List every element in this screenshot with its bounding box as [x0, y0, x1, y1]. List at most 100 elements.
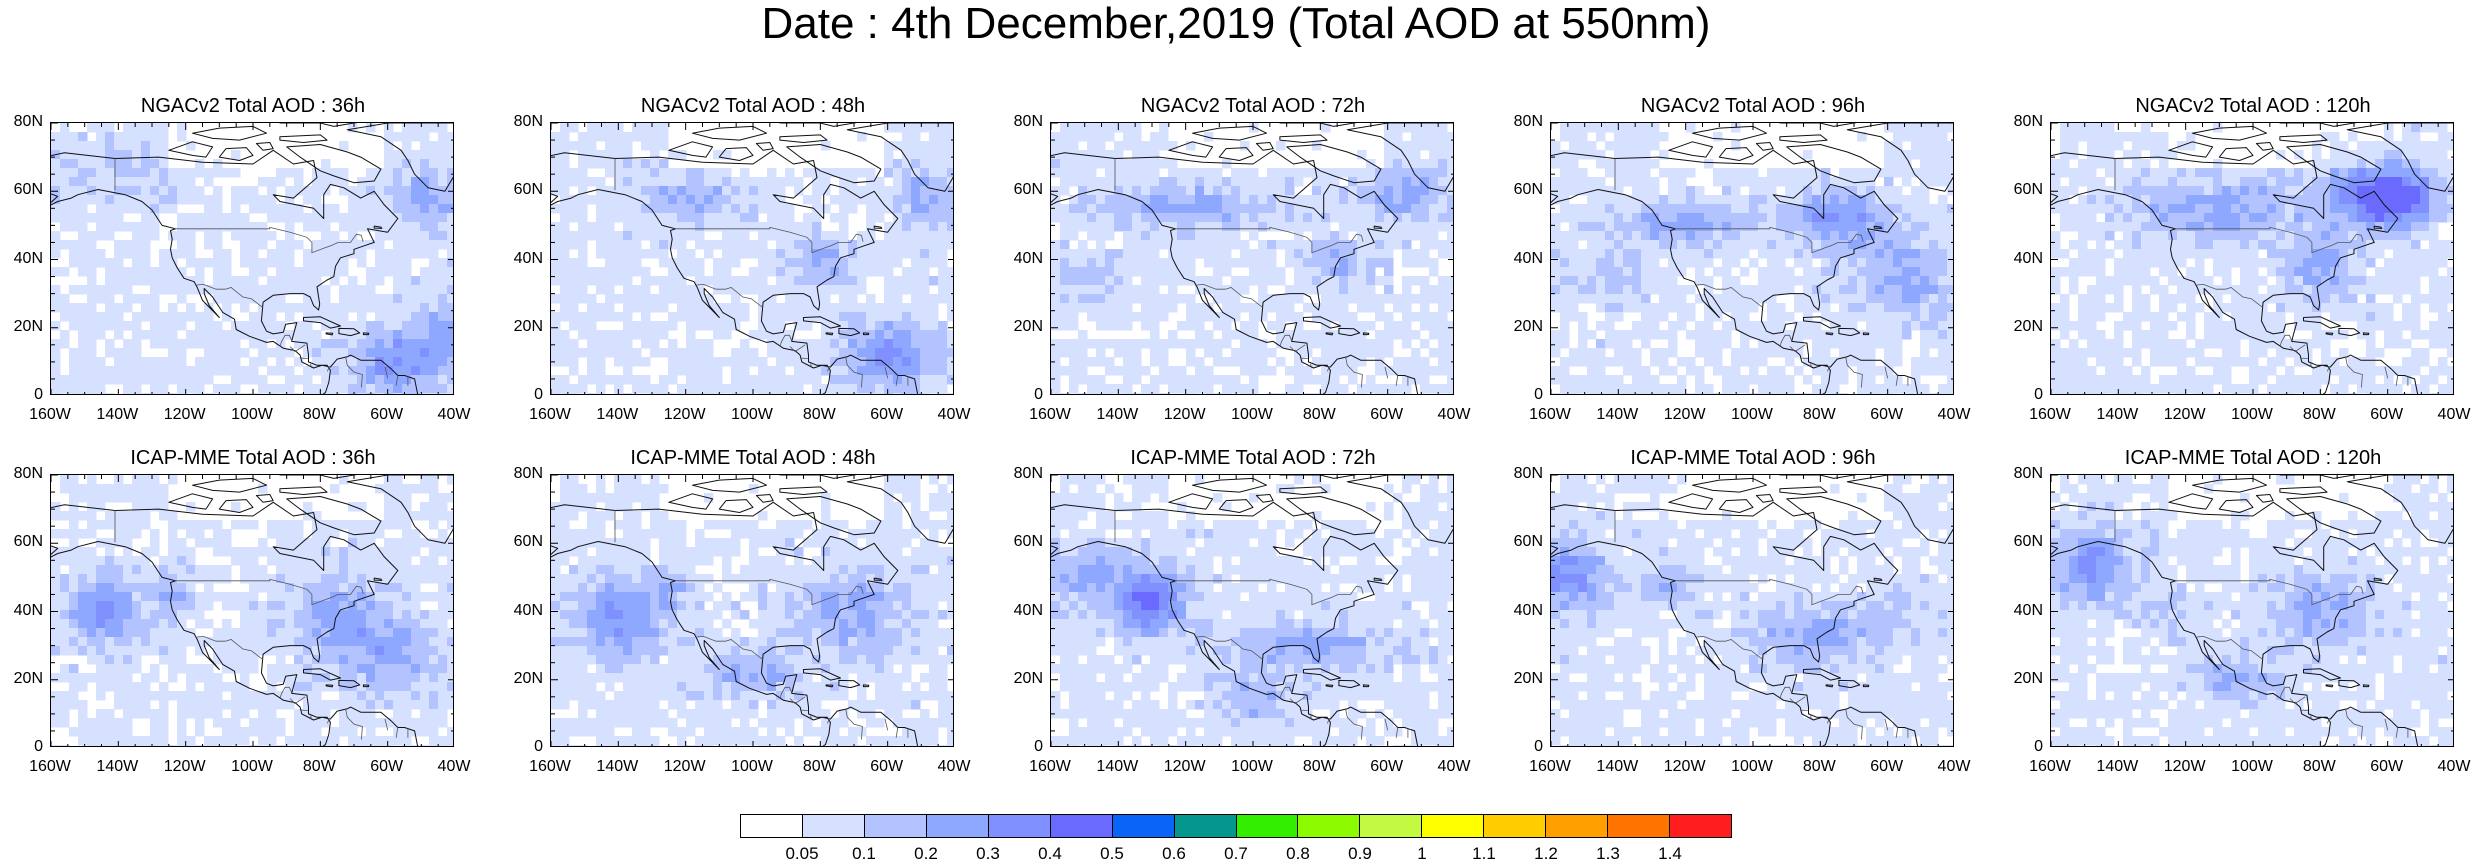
colorbar-swatch	[1298, 815, 1360, 837]
map-panel	[2050, 122, 2454, 395]
y-tick-label: 40N	[1503, 603, 1543, 619]
y-tick-label: 40N	[3, 603, 43, 619]
aod-map	[2051, 123, 2454, 395]
colorbar-swatch	[741, 815, 803, 837]
x-tick-label: 120W	[655, 759, 715, 775]
x-tick-label: 160W	[1520, 759, 1580, 775]
y-tick-label: 40N	[1003, 251, 1043, 267]
y-tick-label: 0	[1503, 739, 1543, 755]
y-tick-label: 80N	[1003, 466, 1043, 482]
x-tick-label: 160W	[20, 759, 80, 775]
colorbar-label: 1.3	[1578, 845, 1638, 863]
x-tick-label: 60W	[357, 407, 417, 423]
colorbar-label: 0.3	[958, 845, 1018, 863]
panel-title: NGACv2 Total AOD : 48h	[550, 95, 956, 117]
x-tick-label: 80W	[789, 407, 849, 423]
x-tick-label: 40W	[1924, 407, 1984, 423]
x-tick-label: 120W	[2155, 759, 2215, 775]
y-tick-label: 40N	[503, 251, 543, 267]
colorbar-swatch	[803, 815, 865, 837]
x-tick-label: 60W	[1857, 407, 1917, 423]
x-tick-label: 100W	[1722, 759, 1782, 775]
y-tick-label: 60N	[2003, 182, 2043, 198]
x-tick-label: 80W	[2289, 759, 2349, 775]
colorbar-label: 0.2	[896, 845, 956, 863]
y-tick-label: 20N	[2003, 319, 2043, 335]
colorbar-label: 1.2	[1516, 845, 1576, 863]
aod-map	[51, 123, 454, 395]
y-tick-label: 20N	[3, 319, 43, 335]
panel-title: NGACv2 Total AOD : 96h	[1550, 95, 1956, 117]
colorbar-swatch	[1608, 815, 1670, 837]
x-tick-label: 80W	[1789, 759, 1849, 775]
colorbar-swatch	[1113, 815, 1175, 837]
colorbar-label: 0.7	[1206, 845, 1266, 863]
x-tick-label: 80W	[789, 759, 849, 775]
y-tick-label: 40N	[503, 603, 543, 619]
panel-title: ICAP-MME Total AOD : 48h	[550, 447, 956, 469]
y-tick-label: 80N	[1503, 466, 1543, 482]
x-tick-label: 140W	[1587, 759, 1647, 775]
colorbar-label: 0.9	[1330, 845, 1390, 863]
colorbar-label: 0.1	[834, 845, 894, 863]
y-tick-label: 60N	[1003, 534, 1043, 550]
map-panel	[50, 122, 454, 395]
x-tick-label: 100W	[1722, 407, 1782, 423]
x-tick-label: 120W	[155, 407, 215, 423]
y-tick-label: 20N	[503, 319, 543, 335]
colorbar-swatch	[1422, 815, 1484, 837]
colorbar-swatch	[1237, 815, 1299, 837]
x-tick-label: 160W	[1020, 759, 1080, 775]
y-tick-label: 80N	[1003, 114, 1043, 130]
y-tick-label: 20N	[1003, 671, 1043, 687]
colorbar-swatch	[1360, 815, 1422, 837]
x-tick-label: 160W	[2020, 407, 2080, 423]
aod-map	[551, 475, 954, 747]
panel-title: ICAP-MME Total AOD : 36h	[50, 447, 456, 469]
x-tick-label: 140W	[1087, 759, 1147, 775]
aod-map	[551, 123, 954, 395]
map-panel	[1050, 474, 1454, 747]
x-tick-label: 140W	[87, 759, 147, 775]
x-tick-label: 160W	[520, 759, 580, 775]
panel-title: ICAP-MME Total AOD : 96h	[1550, 447, 1956, 469]
x-tick-label: 60W	[857, 407, 917, 423]
x-tick-label: 80W	[1289, 759, 1349, 775]
x-tick-label: 100W	[222, 759, 282, 775]
y-tick-label: 0	[1003, 387, 1043, 403]
x-tick-label: 100W	[2222, 759, 2282, 775]
colorbar-swatch	[1484, 815, 1546, 837]
figure-title: Date : 4th December,2019 (Total AOD at 5…	[0, 0, 2472, 48]
x-tick-label: 60W	[2357, 407, 2417, 423]
x-tick-label: 40W	[1424, 759, 1484, 775]
x-tick-label: 80W	[289, 759, 349, 775]
y-tick-label: 80N	[1503, 114, 1543, 130]
y-tick-label: 40N	[2003, 251, 2043, 267]
panel-title: NGACv2 Total AOD : 72h	[1050, 95, 1456, 117]
y-tick-label: 0	[3, 387, 43, 403]
colorbar-swatch	[865, 815, 927, 837]
x-tick-label: 100W	[1222, 407, 1282, 423]
y-tick-label: 60N	[1503, 534, 1543, 550]
x-tick-label: 140W	[587, 407, 647, 423]
colorbar-swatch	[1670, 815, 1731, 837]
y-tick-label: 0	[503, 387, 543, 403]
x-tick-label: 80W	[1289, 407, 1349, 423]
x-tick-label: 60W	[1857, 759, 1917, 775]
x-tick-label: 120W	[1655, 407, 1715, 423]
aod-map	[1051, 123, 1454, 395]
x-tick-label: 100W	[722, 759, 782, 775]
y-tick-label: 20N	[503, 671, 543, 687]
x-tick-label: 60W	[2357, 759, 2417, 775]
y-tick-label: 0	[1503, 387, 1543, 403]
x-tick-label: 140W	[1087, 407, 1147, 423]
x-tick-label: 160W	[20, 407, 80, 423]
x-tick-label: 40W	[424, 759, 484, 775]
y-tick-label: 0	[1003, 739, 1043, 755]
x-tick-label: 100W	[222, 407, 282, 423]
x-tick-label: 60W	[1357, 759, 1417, 775]
x-tick-label: 80W	[289, 407, 349, 423]
y-tick-label: 60N	[3, 182, 43, 198]
map-panel	[50, 474, 454, 747]
x-tick-label: 40W	[924, 407, 984, 423]
